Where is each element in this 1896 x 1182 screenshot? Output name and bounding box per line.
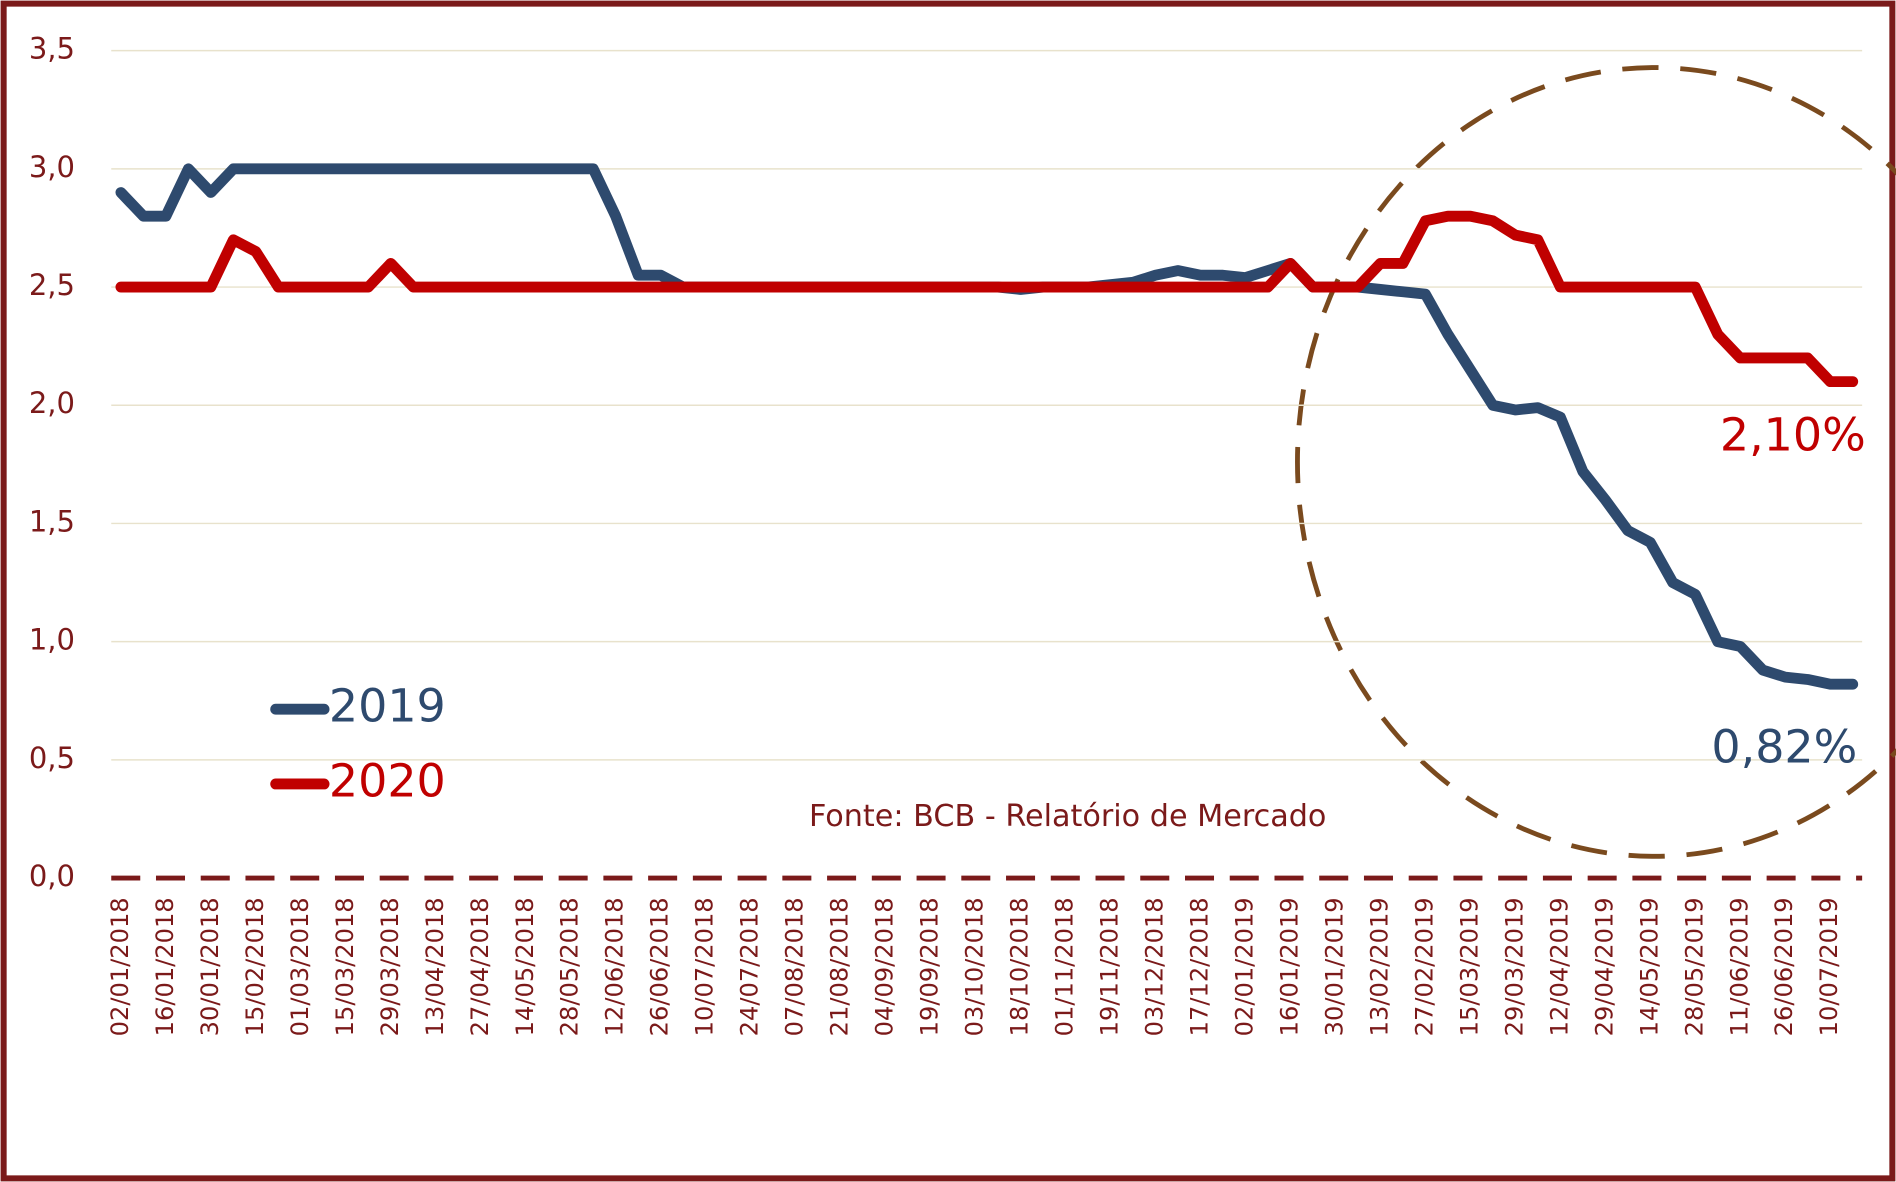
x-tick-label: 14/05/2018 [511, 897, 539, 1036]
x-tick-label: 30/01/2018 [196, 897, 224, 1036]
x-tick-label: 30/01/2019 [1320, 897, 1348, 1036]
x-tick-label: 03/12/2018 [1140, 897, 1168, 1036]
legend-label: 2019 [329, 679, 446, 733]
x-tick-label: 16/01/2019 [1275, 897, 1303, 1036]
x-tick-label: 01/11/2018 [1051, 897, 1079, 1036]
end-annotation: 2,10% [1720, 407, 1866, 461]
y-tick-label: 1,0 [29, 623, 75, 657]
x-tick-label: 14/05/2019 [1635, 897, 1663, 1036]
x-tick-label: 02/01/2018 [106, 897, 134, 1036]
x-tick-label: 29/04/2019 [1590, 897, 1618, 1036]
x-tick-label: 29/03/2019 [1500, 897, 1528, 1036]
x-tick-label: 13/04/2018 [421, 897, 449, 1036]
y-tick-label: 3,5 [29, 32, 75, 66]
x-tick-label: 17/12/2018 [1185, 897, 1213, 1036]
x-tick-label: 29/03/2018 [376, 897, 404, 1036]
x-tick-label: 12/04/2019 [1545, 897, 1573, 1036]
y-tick-label: 2,5 [29, 268, 75, 302]
y-tick-label: 3,0 [29, 150, 75, 184]
y-tick-label: 2,0 [29, 386, 75, 420]
y-tick-label: 1,5 [29, 504, 75, 538]
x-tick-label: 18/10/2018 [1006, 897, 1034, 1036]
x-tick-label: 24/07/2018 [736, 897, 764, 1036]
x-tick-label: 12/06/2018 [601, 897, 629, 1036]
series-line [115, 210, 1859, 388]
y-tick-label: 0,5 [29, 741, 75, 775]
legend-label: 2020 [329, 754, 446, 808]
end-annotation: 0,82% [1711, 720, 1857, 774]
y-tick-label: 0,0 [29, 859, 75, 893]
x-tick-label: 13/02/2019 [1365, 897, 1393, 1036]
x-tick-label: 26/06/2018 [646, 897, 674, 1036]
x-tick-label: 26/06/2019 [1770, 897, 1798, 1036]
x-tick-label: 11/06/2019 [1725, 897, 1753, 1036]
x-tick-label: 15/03/2018 [331, 897, 359, 1036]
x-tick-label: 10/07/2018 [691, 897, 719, 1036]
x-tick-label: 27/04/2018 [466, 897, 494, 1036]
x-tick-label: 21/08/2018 [826, 897, 854, 1036]
x-tick-label: 16/01/2018 [151, 897, 179, 1036]
x-tick-label: 15/02/2018 [241, 897, 269, 1036]
x-tick-label: 02/01/2019 [1230, 897, 1258, 1036]
x-tick-label: 03/10/2018 [961, 897, 989, 1036]
x-tick-label: 10/07/2019 [1815, 897, 1843, 1036]
x-tick-label: 07/08/2018 [781, 897, 809, 1036]
x-tick-label: 28/05/2019 [1680, 897, 1708, 1036]
x-tick-label: 04/09/2018 [871, 897, 899, 1036]
x-tick-label: 01/03/2018 [286, 897, 314, 1036]
x-tick-label: 19/11/2018 [1095, 897, 1123, 1036]
highlight-circle [1295, 65, 1896, 859]
x-tick-label: 19/09/2018 [916, 897, 944, 1036]
x-tick-label: 28/05/2018 [556, 897, 584, 1036]
x-tick-label: 27/02/2019 [1410, 897, 1438, 1036]
x-tick-label: 15/03/2019 [1455, 897, 1483, 1036]
source-note: Fonte: BCB - Relatório de Mercado [809, 799, 1326, 834]
